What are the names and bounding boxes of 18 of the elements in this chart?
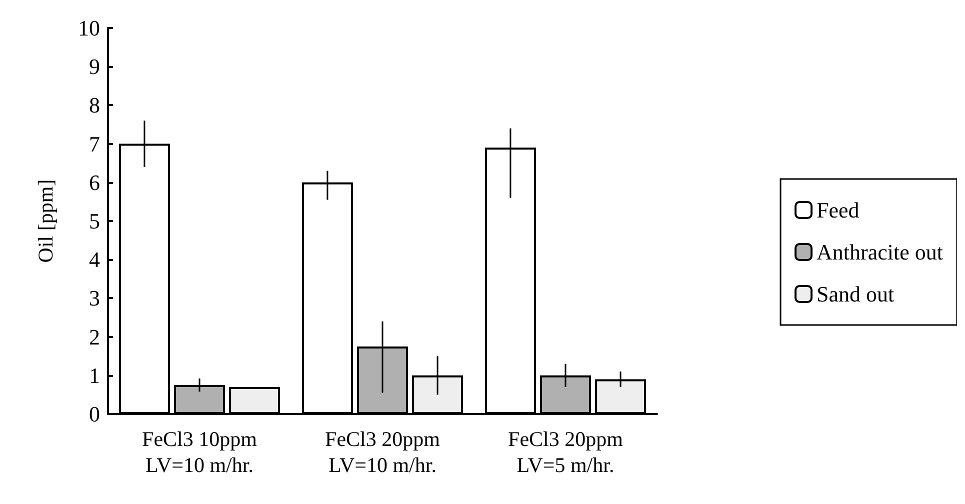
- y-tick-label: 10: [78, 16, 100, 40]
- legend-label: Feed: [816, 198, 860, 222]
- y-tick-label: 9: [89, 54, 100, 80]
- y-tick-label: 5: [89, 208, 100, 234]
- y-tick-label: 8: [89, 92, 100, 118]
- x-tick-label: FeCl3 20ppm LV=5 m/hr.: [508, 427, 623, 477]
- y-tick-label: 3: [89, 286, 100, 311]
- x-tick-label: FeCl3 10ppm LV=10 m/hr.: [142, 427, 257, 477]
- x-tick-label: FeCl3 20ppm LV=10 m/hr.: [325, 427, 440, 477]
- y-tick-label: 1: [89, 362, 100, 388]
- y-tick-label: 0: [89, 402, 100, 426]
- y-tick-label: 2: [89, 324, 100, 350]
- legend-label: Sand out: [816, 282, 894, 306]
- y-tick-label: 7: [89, 131, 100, 156]
- y-tick-label: 4: [89, 247, 100, 272]
- y-tick-label: 6: [89, 170, 100, 195]
- legend-label: Anthracite out: [816, 240, 944, 264]
- y-axis-title: Oil [ppm]: [34, 179, 58, 263]
